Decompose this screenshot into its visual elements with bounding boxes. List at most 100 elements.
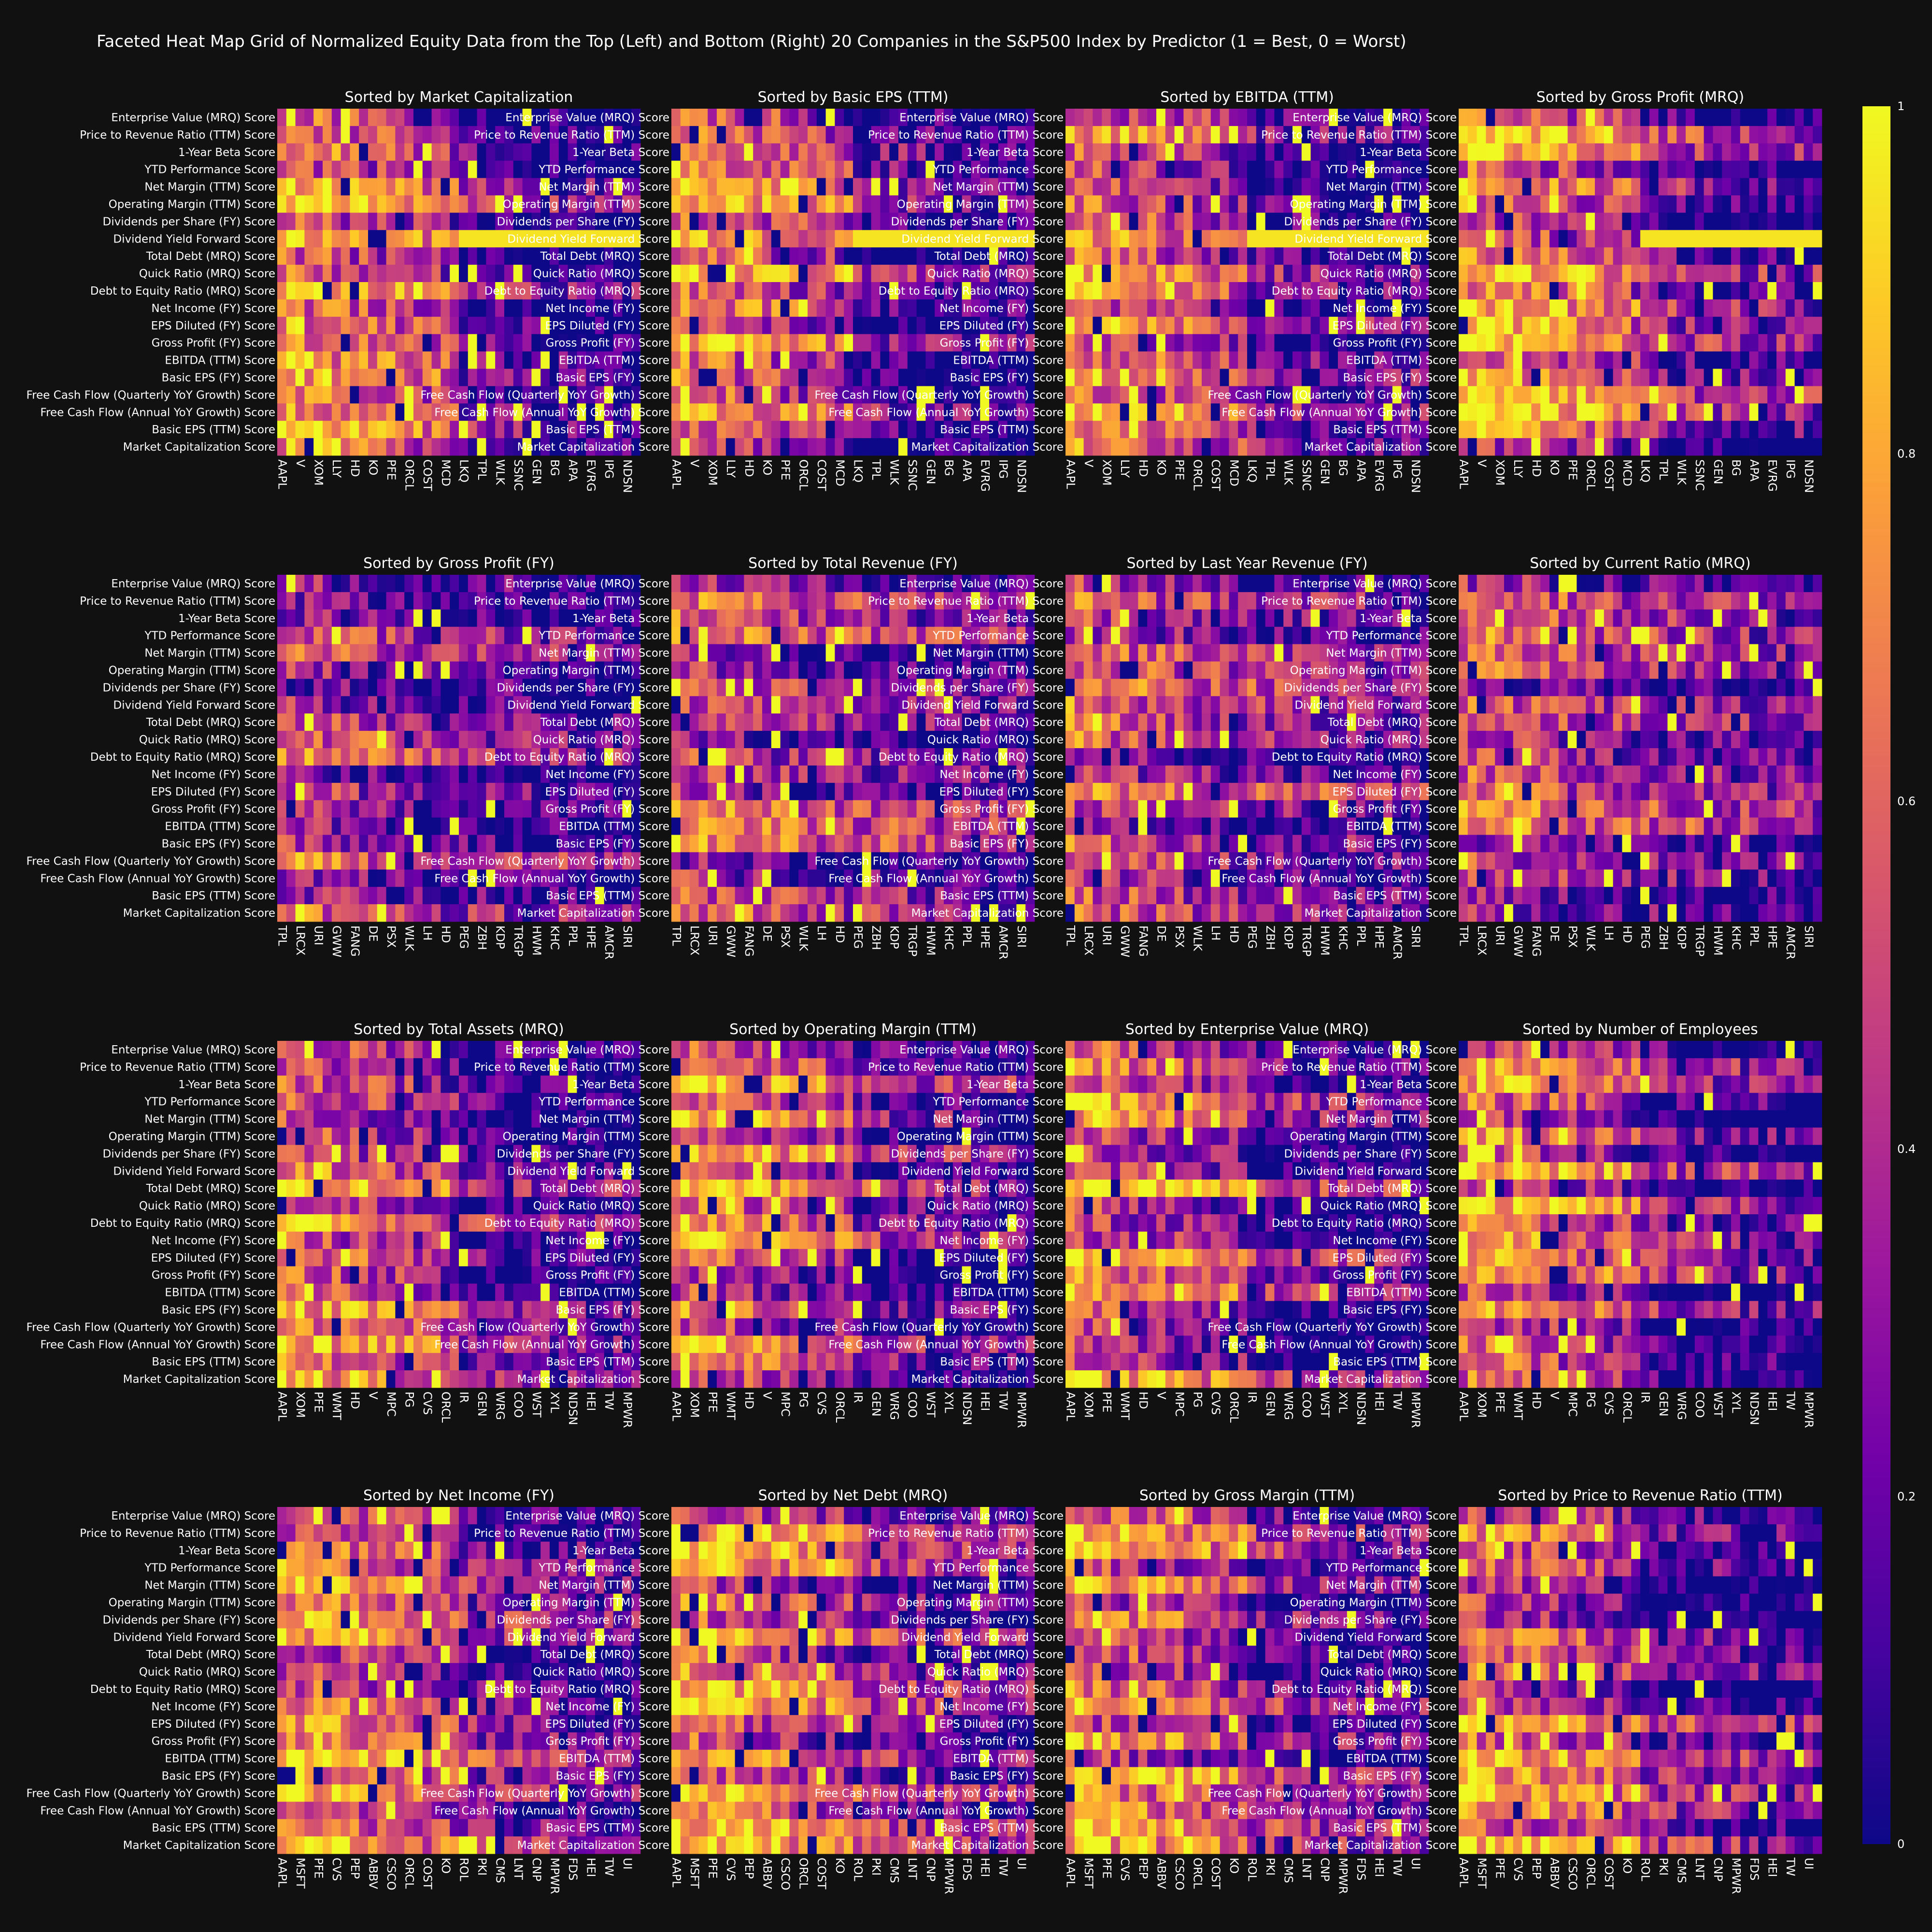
- heatmap-cell: [1722, 213, 1732, 230]
- heatmap-cell: [1577, 369, 1586, 386]
- heatmap-cell: [1740, 126, 1749, 144]
- heatmap-cell: [586, 160, 596, 178]
- heatmap-cell: [486, 421, 496, 439]
- heatmap-cell: [331, 626, 341, 644]
- heatmap-cell: [1111, 334, 1121, 352]
- heatmap-cell: [1567, 109, 1577, 127]
- heatmap-cell: [1604, 282, 1613, 300]
- heatmap-cell: [717, 817, 726, 835]
- heatmap-cell: [522, 143, 532, 161]
- heatmap-cell: [368, 765, 378, 783]
- heatmap-cell: [323, 230, 332, 248]
- heatmap-cell: [753, 109, 763, 127]
- heatmap-cell: [835, 143, 844, 161]
- heatmap-cell: [431, 160, 441, 178]
- heatmap-cell: [1093, 109, 1102, 127]
- y-tick-label: Net Income (FY) Score: [939, 302, 1064, 315]
- heatmap-cell: [744, 178, 753, 196]
- x-tick-label: PFE: [1173, 459, 1186, 480]
- heatmap-cell: [486, 626, 496, 644]
- heatmap-cell: [368, 731, 378, 749]
- heatmap-cell: [368, 160, 378, 178]
- heatmap-cell: [304, 575, 314, 593]
- y-tick-label: Debt to Equity Ratio (MRQ) Score: [90, 285, 275, 298]
- heatmap-cell: [468, 195, 477, 213]
- heatmap-cell: [386, 661, 396, 679]
- heatmap-cell: [359, 592, 369, 610]
- heatmap-cell: [1220, 282, 1229, 300]
- heatmap-cell: [1604, 178, 1613, 196]
- heatmap-cell: [450, 626, 459, 644]
- heatmap-cell: [1804, 351, 1813, 369]
- x-tick-label: DE: [366, 925, 380, 942]
- heatmap-cell: [798, 230, 808, 248]
- heatmap-cell: [1274, 160, 1284, 178]
- heatmap-cell: [1522, 386, 1532, 404]
- heatmap-cell: [680, 852, 690, 870]
- x-tick-label: URI: [312, 925, 326, 945]
- heatmap-cell: [1274, 178, 1284, 196]
- heatmap-cell: [350, 679, 359, 696]
- x-tick-label: SSNC: [1300, 459, 1313, 491]
- heatmap-cell: [925, 835, 935, 852]
- heatmap-cell: [1147, 143, 1157, 161]
- y-tick-label: EBITDA (TTM) Score: [165, 355, 275, 367]
- heatmap-cell: [286, 765, 296, 783]
- x-tick-label: WLK: [1675, 459, 1689, 485]
- heatmap-cell: [422, 731, 432, 749]
- heatmap-cell: [1247, 195, 1257, 213]
- heatmap-cell: [808, 765, 817, 783]
- heatmap-cell: [1293, 421, 1302, 439]
- heatmap-cell: [595, 126, 605, 144]
- heatmap-cell: [477, 421, 486, 439]
- heatmap-cell: [1138, 143, 1148, 161]
- heatmap-cell: [304, 178, 314, 196]
- heatmap-cell: [1093, 126, 1102, 144]
- heatmap-cell: [744, 696, 753, 714]
- heatmap-cell: [1238, 178, 1248, 196]
- heatmap-cell: [558, 299, 568, 317]
- heatmap-cell: [486, 609, 496, 627]
- heatmap-cell: [798, 731, 808, 749]
- heatmap-cell: [789, 869, 799, 887]
- heatmap-cell: [1640, 213, 1650, 230]
- heatmap-cell: [531, 817, 541, 835]
- heatmap-cell: [422, 869, 432, 887]
- heatmap-cell: [1220, 160, 1229, 178]
- heatmap-cell: [413, 835, 423, 852]
- heatmap-cell: [440, 195, 450, 213]
- heatmap-cell: [604, 160, 613, 178]
- heatmap-cell: [1120, 369, 1129, 386]
- heatmap-cell: [835, 782, 844, 801]
- heatmap-cell: [495, 282, 505, 300]
- heatmap-cell: [295, 713, 305, 731]
- heatmap-cell: [689, 782, 699, 801]
- heatmap-cell: [413, 334, 423, 352]
- heatmap-cell: [862, 334, 871, 352]
- heatmap-cell: [1293, 438, 1302, 456]
- x-tick-label: LH: [421, 925, 434, 940]
- heatmap-cell: [825, 817, 835, 835]
- heatmap-cell: [395, 178, 405, 196]
- heatmap-cell: [395, 334, 405, 352]
- heatmap-cell: [1704, 282, 1713, 300]
- heatmap-cell: [1495, 126, 1505, 144]
- heatmap-cell: [386, 748, 396, 766]
- x-tick-label: COST: [421, 459, 434, 491]
- heatmap-cell: [513, 835, 523, 852]
- heatmap-cell: [717, 351, 726, 369]
- heatmap-cell: [368, 626, 378, 644]
- heatmap-cell: [889, 800, 899, 818]
- heatmap-cell: [798, 679, 808, 696]
- heatmap-cell: [295, 369, 305, 386]
- heatmap-cell: [1495, 195, 1505, 213]
- heatmap-cell: [689, 626, 699, 644]
- x-tick-label: HD: [1136, 459, 1150, 477]
- heatmap-cell: [725, 282, 735, 300]
- heatmap-cell: [1804, 403, 1813, 421]
- heatmap-cell: [717, 126, 726, 144]
- heatmap-cell: [680, 403, 690, 421]
- heatmap-cell: [1238, 126, 1248, 144]
- heatmap-cell: [1676, 109, 1686, 127]
- x-tick-label: APA: [566, 459, 580, 482]
